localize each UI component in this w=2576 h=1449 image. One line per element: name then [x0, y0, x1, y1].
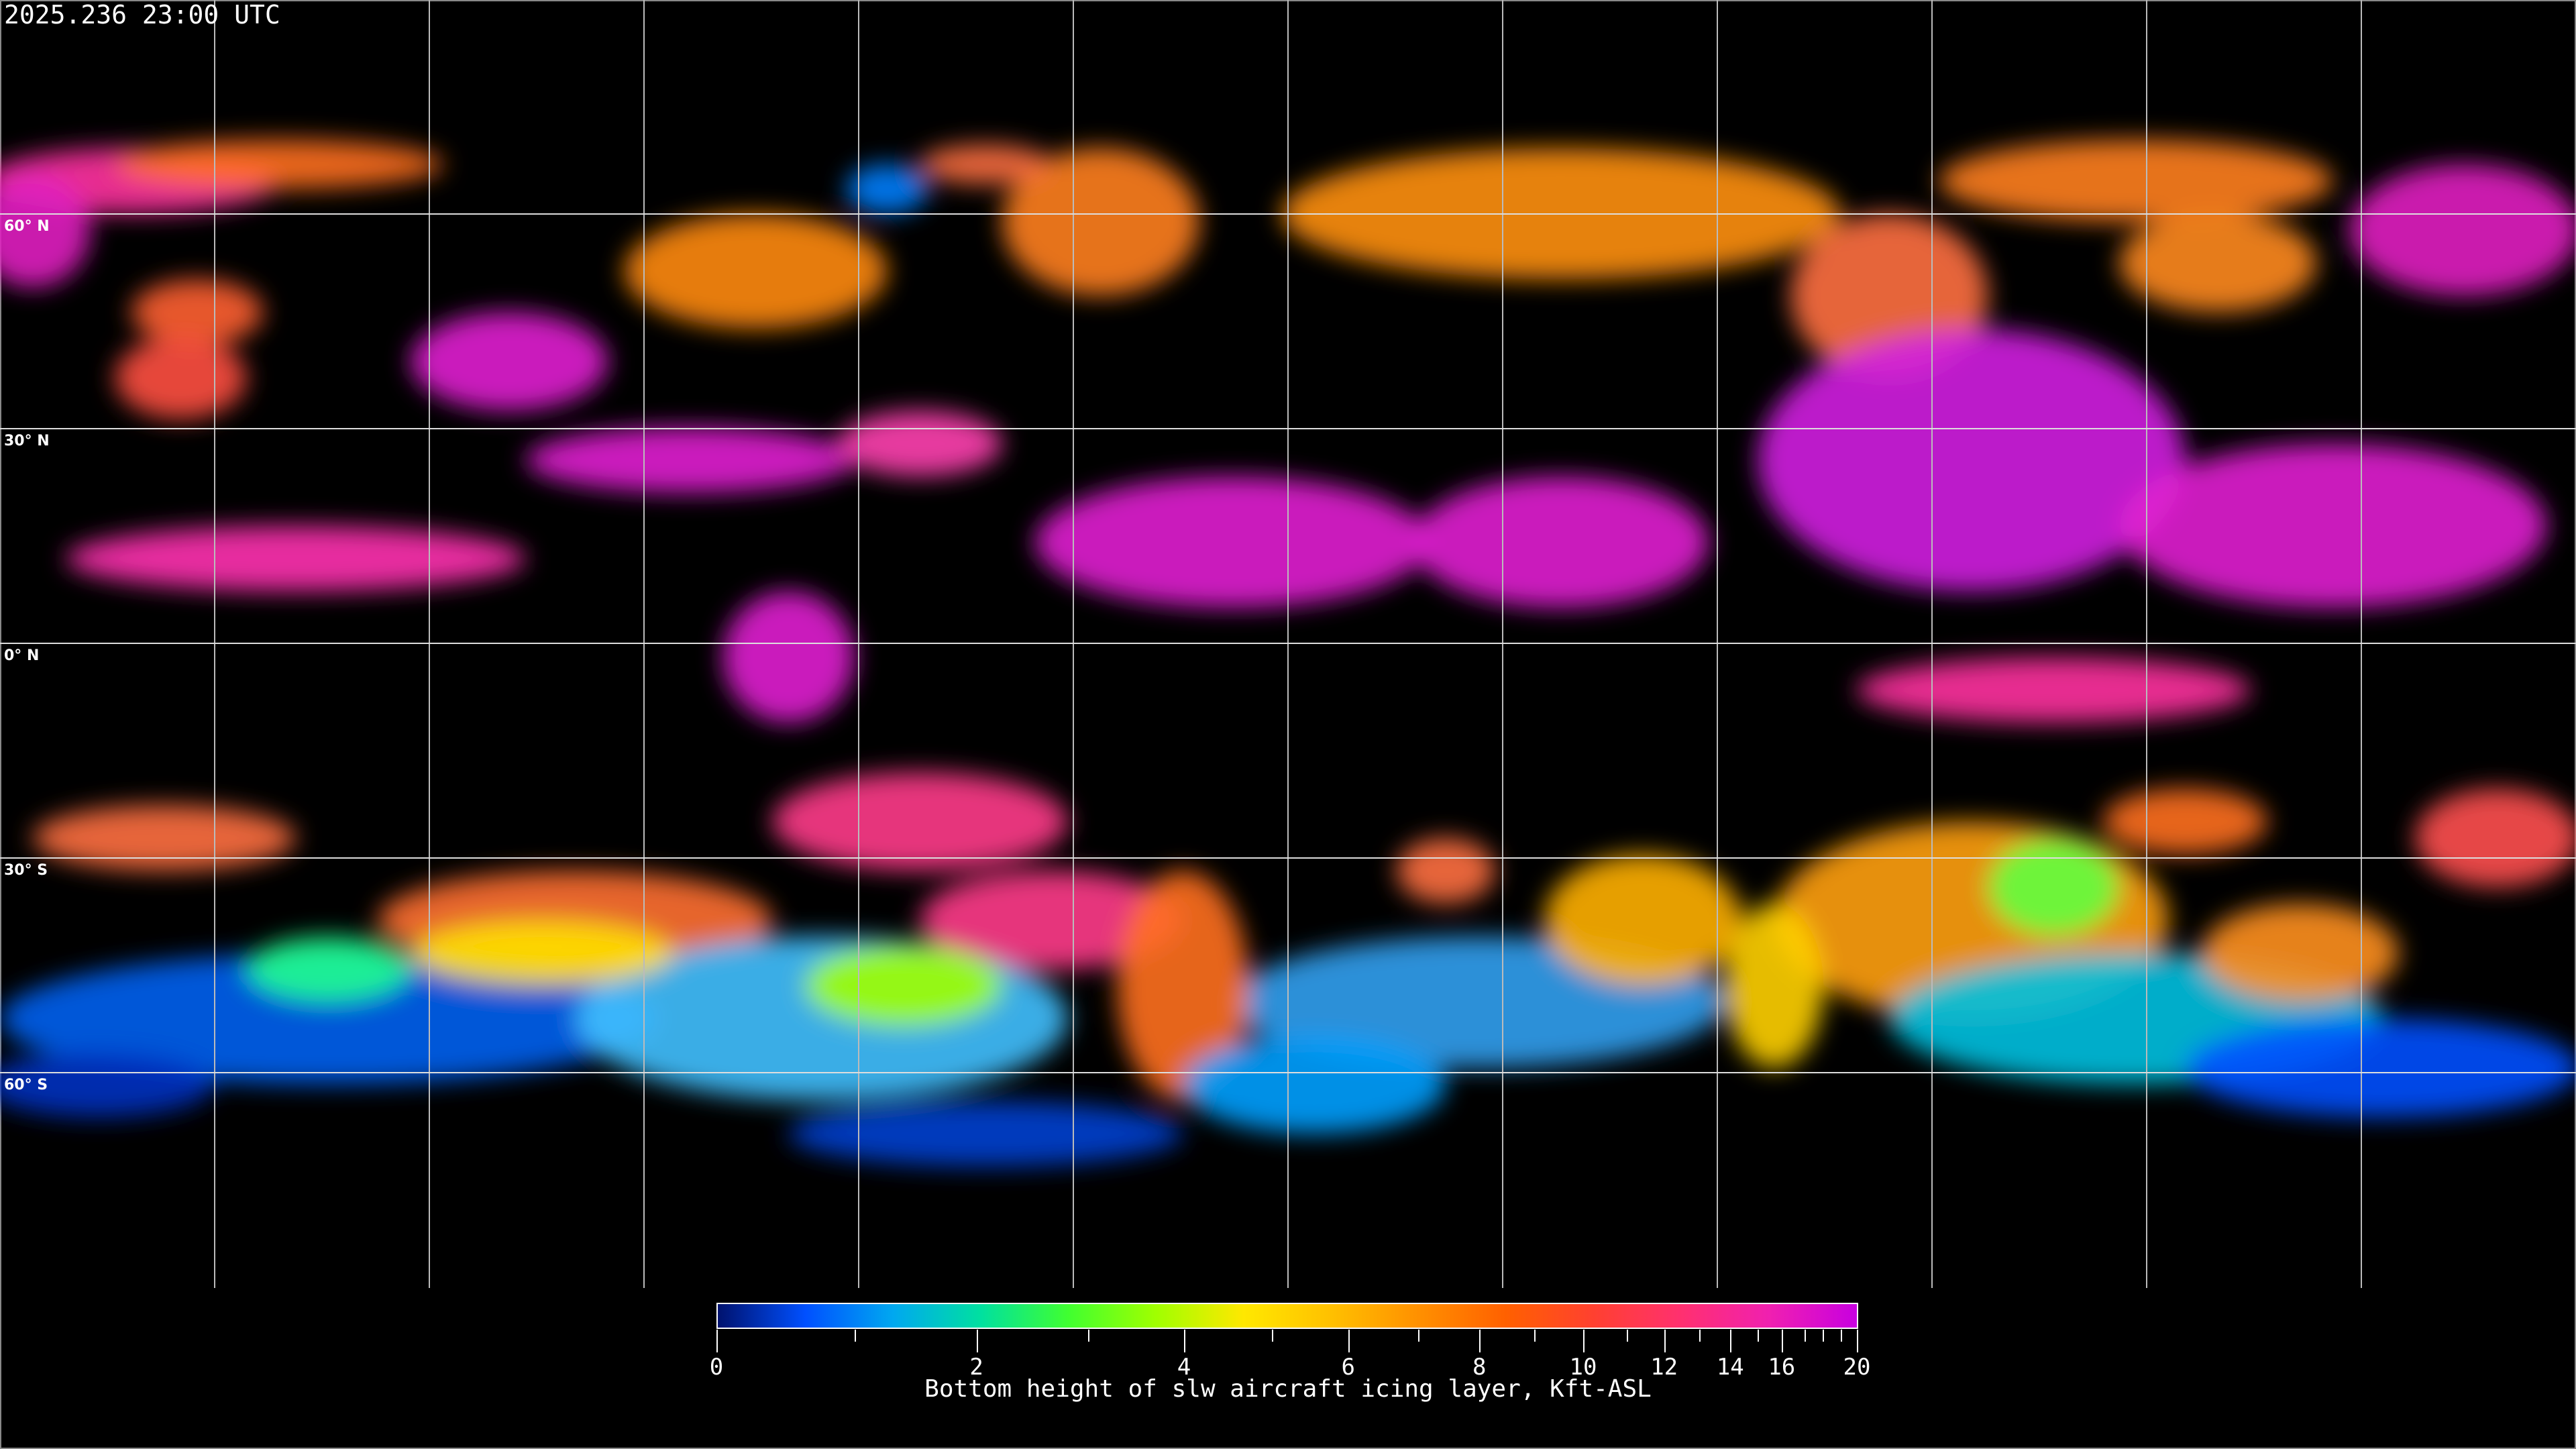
- cloud-region: [411, 920, 674, 986]
- colorbar-tick: [1534, 1330, 1536, 1342]
- cloud-region: [411, 312, 608, 411]
- colorbar-tick: [1626, 1330, 1628, 1342]
- colorbar-tick: [1804, 1330, 1806, 1342]
- colorbar-tick-label: 20: [1843, 1354, 1871, 1381]
- latitude-label: 60° S: [4, 1077, 48, 1093]
- colorbar-tick: [1417, 1330, 1419, 1342]
- colorbar-tick-label: 16: [1768, 1354, 1796, 1381]
- colorbar-tick: [854, 1330, 856, 1342]
- cloud-region: [1938, 140, 2333, 222]
- cloud-region: [1183, 1034, 1446, 1134]
- cloud-region: [1988, 837, 2120, 936]
- colorbar-tick: [1479, 1330, 1481, 1352]
- colorbar-tick: [716, 1330, 718, 1352]
- cloud-region: [1544, 854, 1741, 986]
- colorbar-tick: [1758, 1330, 1760, 1342]
- latitude-label: 0° N: [4, 647, 40, 664]
- cloud-region: [788, 1100, 1183, 1167]
- cloud-region: [246, 936, 411, 1002]
- cloud-region: [1117, 870, 1249, 1101]
- latitude-label: 30° S: [4, 862, 48, 879]
- colorbar-tick-label: 4: [1177, 1354, 1191, 1381]
- cloud-region: [115, 140, 444, 189]
- cloud-region: [2102, 788, 2267, 855]
- cloud-region: [624, 213, 888, 329]
- colorbar-tick: [1823, 1330, 1824, 1342]
- timestamp-title: 2025.236 23:00 UTC: [4, 0, 280, 30]
- colorbar-tick: [1699, 1330, 1701, 1342]
- colorbar-tick: [1664, 1330, 1666, 1352]
- colorbar-tick: [1271, 1330, 1273, 1342]
- cloud-region: [131, 279, 263, 345]
- cloud-region: [1002, 148, 1199, 296]
- cloud-region: [0, 953, 657, 1085]
- colorbar-tick-label: 10: [1569, 1354, 1597, 1381]
- colorbar-tick: [1841, 1330, 1843, 1342]
- colorbar-tick: [1730, 1330, 1732, 1352]
- cloud-region: [722, 591, 855, 723]
- colorbar-tick-label: 0: [709, 1354, 724, 1381]
- colorbar-tick: [976, 1330, 978, 1352]
- cloud-region: [1413, 476, 1709, 608]
- colorbar-tick: [1348, 1330, 1350, 1352]
- colorbar-tick: [1088, 1330, 1090, 1342]
- cloud-region: [2119, 443, 2546, 608]
- cloud-region: [1034, 476, 1430, 608]
- cloud-region: [805, 945, 1002, 1027]
- colorbar-tick-label: 2: [969, 1354, 983, 1381]
- latitude-label: 30° N: [4, 433, 50, 449]
- cloud-region: [1725, 903, 1824, 1068]
- cloud-region: [115, 337, 247, 419]
- cloud-region: [2349, 164, 2576, 296]
- cloud-region: [772, 772, 1068, 871]
- cloud-region: [1856, 657, 2251, 723]
- cloud-region: [2119, 213, 2317, 313]
- cloud-region: [65, 525, 526, 592]
- cloud-region: [837, 411, 1002, 477]
- colorbar-tick: [1857, 1330, 1858, 1352]
- cloud-region: [1758, 328, 2186, 592]
- cloud-region: [920, 144, 1052, 184]
- colorbar-tick-label: 6: [1341, 1354, 1356, 1381]
- colorbar-title: Bottom height of slw aircraft icing laye…: [924, 1375, 1652, 1403]
- lat-lon-grid: [0, 0, 2576, 1288]
- cloud-region: [0, 172, 91, 288]
- cloud-region: [920, 870, 1183, 969]
- world-map: [0, 0, 2576, 1288]
- icing-cloud-field: [0, 140, 2576, 1167]
- colorbar-ticks: 0 2 4 6 8 10 12 14 16 20: [710, 1330, 1870, 1383]
- colorbar-tick: [1583, 1330, 1585, 1352]
- cloud-region: [1396, 837, 1495, 904]
- colorbar-tick: [1781, 1330, 1783, 1352]
- cloud-region: [846, 164, 928, 214]
- cloud-region: [525, 427, 855, 493]
- cloud-region: [0, 1051, 214, 1118]
- colorbar-tick-label: 8: [1472, 1354, 1487, 1381]
- colorbar: [716, 1303, 1858, 1329]
- cloud-region: [2415, 788, 2576, 888]
- colorbar-tick: [1184, 1330, 1185, 1352]
- cloud-region: [2185, 1018, 2576, 1118]
- latitude-label: 60° N: [4, 218, 50, 235]
- colorbar-tick-label: 12: [1650, 1354, 1678, 1381]
- cloud-region: [2201, 903, 2399, 1002]
- cloud-region: [32, 805, 296, 871]
- colorbar-tick-label: 14: [1716, 1354, 1744, 1381]
